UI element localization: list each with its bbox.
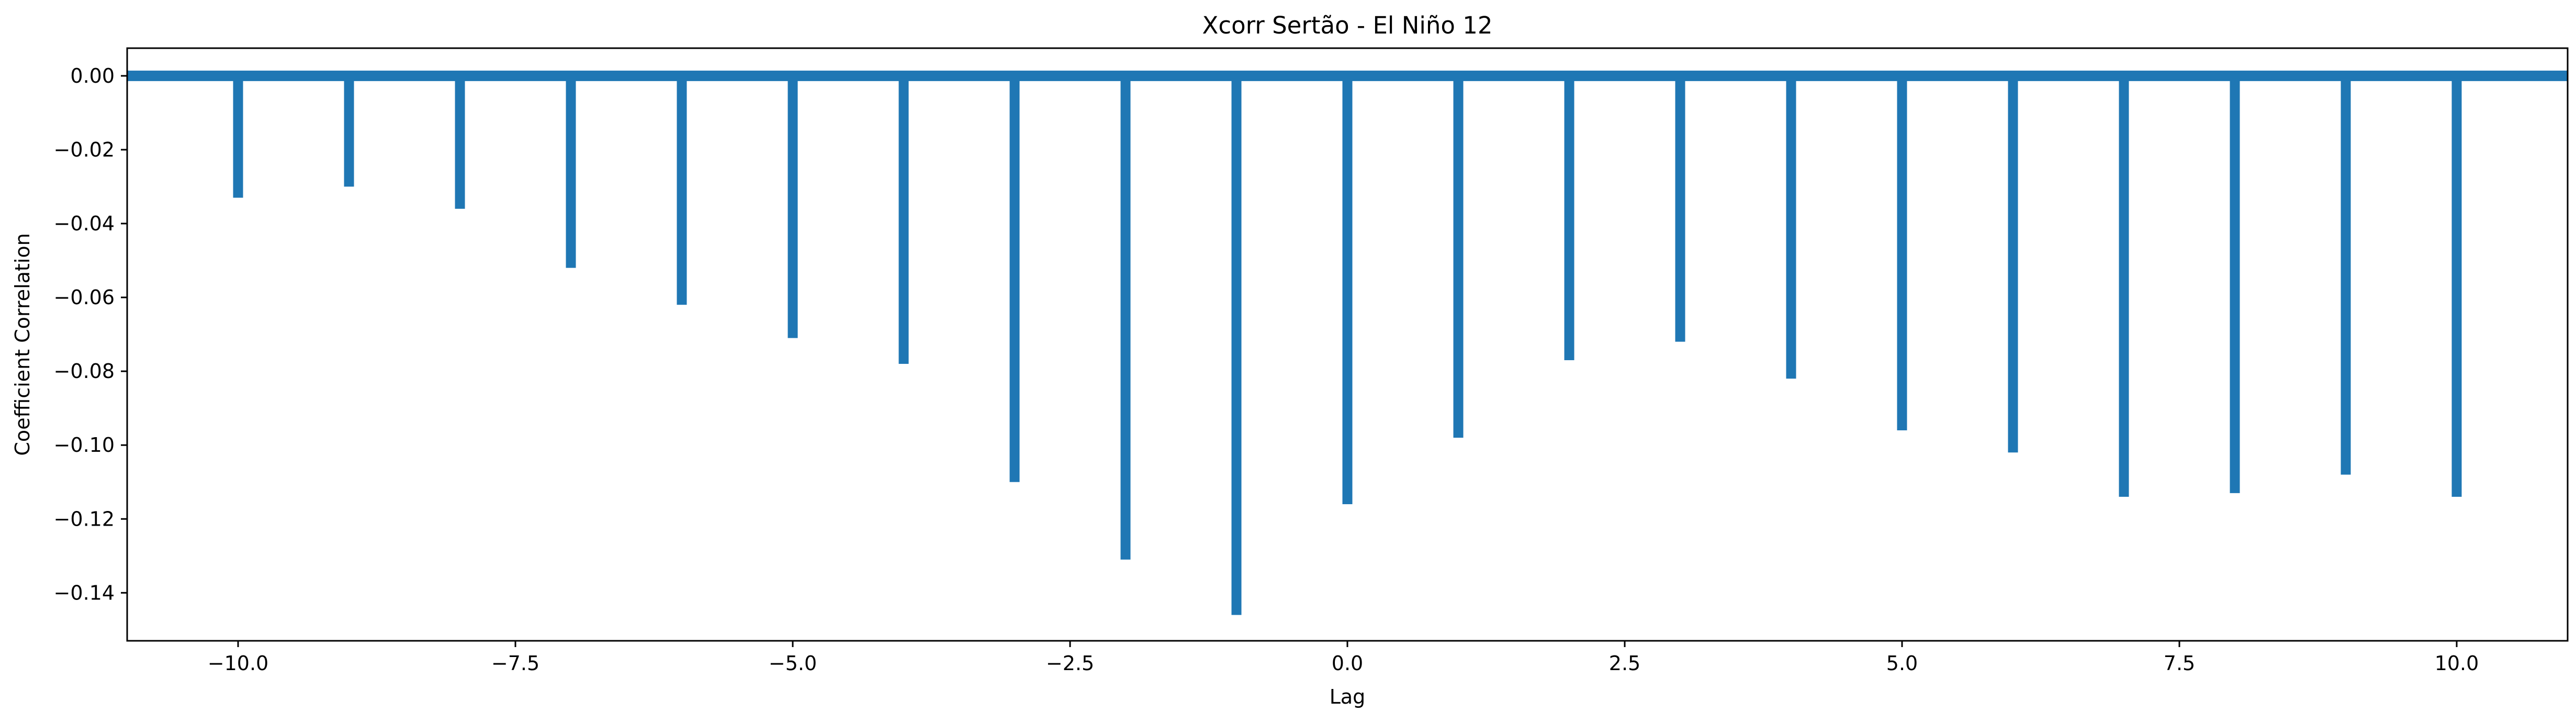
x-axis-ticks: −10.0 −7.5 −5.0 −2.5 0.0 2.5 5.0 7.5 10.0 [208,641,2479,675]
bar-lag-10 [2451,75,2462,497]
x-tick-label: −10.0 [208,652,268,675]
y-tick-label: −0.10 [54,433,115,457]
x-tick-label: 2.5 [1609,652,1640,675]
y-tick-label: −0.06 [54,286,115,309]
x-tick-label: −7.5 [491,652,539,675]
bar-lag-8 [2230,75,2240,493]
bar-lag-minus-5 [788,75,798,338]
bar-lag-minus-1 [1231,75,1242,615]
x-axis-label: Lag [1330,685,1366,708]
bar-lag-minus-8 [455,75,465,209]
bar-lag-4 [1786,75,1796,379]
bar-lag-minus-6 [677,75,687,305]
bar-lag-1 [1453,75,1464,438]
bar-marks [233,75,2462,615]
bar-lag-minus-4 [898,75,909,364]
bar-lag-2 [1564,75,1574,360]
bar-lag-6 [2008,75,2018,453]
x-tick-label: 5.0 [1886,652,1918,675]
y-axis-ticks: 0.00 −0.02 −0.04 −0.06 −0.08 −0.10 −0.12 −0.14 [54,64,127,604]
bar-lag-0 [1342,75,1353,505]
bar-lag-3 [1675,75,1685,342]
x-tick-label: 7.5 [2164,652,2195,675]
bar-lag-minus-2 [1120,75,1131,560]
x-tick-label: −2.5 [1046,652,1094,675]
bar-lag-7 [2119,75,2129,497]
y-axis-label: Coefficient Correlation [11,233,34,455]
bar-lag-minus-9 [344,75,354,187]
y-tick-label: −0.14 [54,581,115,604]
x-tick-label: 0.0 [1332,652,1363,675]
bar-lag-minus-7 [566,75,576,268]
y-tick-label: −0.08 [54,360,115,383]
y-tick-label: −0.12 [54,507,115,530]
y-tick-label: 0.00 [70,64,115,87]
chart-title: Xcorr Sertão - El Niño 12 [1202,12,1493,39]
y-tick-label: −0.04 [54,212,115,235]
bar-lag-5 [1897,75,1907,430]
bar-lag-minus-3 [1009,75,1020,482]
x-tick-label: 10.0 [2435,652,2479,675]
x-tick-label: −5.0 [769,652,817,675]
bar-lag-9 [2341,75,2351,475]
bar-lag-minus-10 [233,75,243,198]
y-tick-label: −0.02 [54,138,115,161]
